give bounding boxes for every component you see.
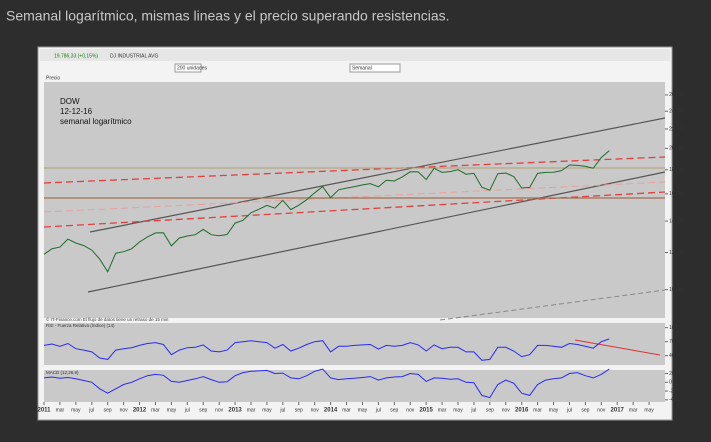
y-tick-label: 14.000	[669, 218, 685, 224]
x-tick-label: sep	[581, 407, 589, 413]
x-tick-label: jul	[88, 407, 94, 413]
heading: Semanal logarítmico, mismas lineas y el …	[6, 8, 450, 24]
x-tick-label: 2011	[37, 408, 51, 414]
y-tick-label: 26.000	[669, 92, 685, 98]
y-tick-label: -400	[669, 397, 679, 403]
x-tick-label: nov	[311, 407, 320, 413]
y-tick-label: 40	[669, 353, 675, 359]
toolbar-units: 200 unidades	[177, 65, 208, 71]
y-tick-label: 16.000	[669, 191, 685, 197]
annotation: DOW	[60, 97, 80, 106]
y-tick-label: 24.000	[669, 109, 685, 115]
x-tick-label: nov	[215, 407, 224, 413]
trendline	[87, 171, 666, 293]
x-tick-label: mar	[151, 407, 160, 413]
panel-title: MACD (12,26,9)	[46, 370, 79, 375]
data-line	[43, 368, 610, 399]
macd-panel	[44, 370, 665, 402]
toolbar-period: Semanal	[352, 65, 372, 71]
x-tick-label: sep	[295, 407, 303, 413]
y-tick-label: 20.000	[669, 146, 685, 152]
x-tick-label: 2013	[228, 408, 242, 414]
x-tick-label: nov	[120, 407, 129, 413]
x-tick-label: mar	[342, 407, 351, 413]
annotation: 12-12-16	[60, 107, 93, 116]
x-tick-label: 2016	[515, 408, 529, 414]
x-tick-label: mar	[247, 407, 256, 413]
x-tick-label: may	[453, 407, 463, 413]
y-tick-label: 12.000	[669, 250, 685, 256]
x-tick-label: mar	[438, 407, 447, 413]
x-tick-label: may	[262, 407, 272, 413]
trendline	[89, 117, 666, 233]
x-tick-label: nov	[406, 407, 415, 413]
trendlines	[43, 117, 666, 356]
select[interactable]	[349, 63, 401, 73]
data-line	[43, 150, 610, 273]
x-tick-label: sep	[199, 407, 207, 413]
annotation: semanal logarítmico	[60, 117, 132, 126]
x-tick-label: nov	[597, 407, 606, 413]
x-tick-label: may	[71, 407, 81, 413]
x-tick-label: 2014	[324, 408, 338, 414]
x-tick-label: sep	[486, 407, 494, 413]
x-tick-label: mar	[629, 407, 638, 413]
toolbar	[40, 49, 670, 61]
y-tick-label: 200	[669, 371, 678, 377]
x-tick-label: may	[644, 407, 654, 413]
x-tick-label: mar	[533, 407, 542, 413]
x-tick-label: jul	[566, 407, 572, 413]
panel-title: RSI - Fuerza Relativa (Índice) (14)	[46, 322, 115, 328]
select[interactable]	[174, 63, 202, 73]
x-tick-label: sep	[390, 407, 398, 413]
x-tick-label: 2012	[133, 408, 147, 414]
x-tick-label: sep	[104, 407, 112, 413]
y-tick-label: 70	[669, 339, 675, 345]
footer: © IT-Finance.com El flujo de datos tiene…	[46, 316, 169, 322]
rsi-trendline	[574, 339, 661, 356]
y-tick-label: -200	[669, 388, 679, 394]
y-tick-label: 0	[669, 380, 672, 386]
y-tick-label: 22.000	[669, 126, 685, 132]
x-tick-label: 2015	[419, 408, 433, 414]
x-tick-label: may	[549, 407, 559, 413]
x-tick-label: may	[358, 407, 368, 413]
trendline	[439, 289, 666, 321]
x-tick-label: jul	[184, 407, 190, 413]
toolbar-price: 19.786,33 (+0,15%)	[54, 53, 98, 59]
x-tick-label: jul	[375, 407, 381, 413]
resistance	[43, 156, 666, 184]
x-tick-label: nov	[502, 407, 511, 413]
support-light	[43, 181, 666, 213]
data-line	[43, 338, 610, 361]
toolbar-name: DJ INDUSTRIAL AVG	[110, 53, 158, 59]
x-tick-label: may	[167, 407, 177, 413]
x-tick-label: 2017	[611, 408, 625, 414]
y-tick-label: 100	[669, 325, 678, 331]
toolbar-precio: Precio	[46, 75, 60, 81]
x-tick-label: mar	[56, 407, 65, 413]
y-tick-label: 10.000	[669, 287, 685, 293]
y-tick-label: 18.000	[669, 167, 685, 173]
x-tick-label: jul	[470, 407, 476, 413]
x-tick-label: jul	[279, 407, 285, 413]
price-panel	[44, 82, 665, 318]
